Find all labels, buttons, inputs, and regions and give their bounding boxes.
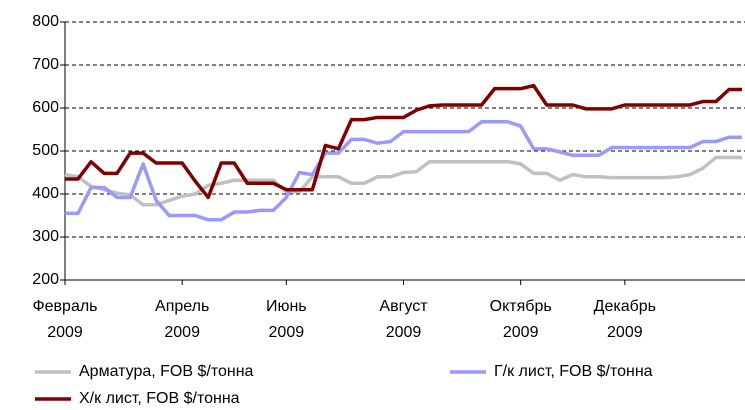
x-tick-label: Февраль 2009 (32, 298, 98, 341)
data-line (65, 120, 742, 222)
x-tick-label: Август 2009 (379, 298, 428, 341)
y-tick-label: 800 (32, 13, 59, 30)
x-tick-label: Апрель 2009 (155, 298, 210, 341)
data-line (64, 155, 742, 207)
y-tick-label: 200 (32, 271, 59, 288)
x-tick-label: Октябрь 2009 (489, 298, 552, 341)
y-tick-label: 500 (32, 142, 59, 159)
x-tick-label: Декабрь 2009 (593, 298, 656, 341)
legend-label: Арматура, FOB $/тонна (79, 363, 254, 380)
legend-label: Г/к лист, FOB $/тонна (494, 363, 653, 380)
data-line (65, 83, 742, 200)
y-tick-label: 600 (32, 99, 59, 116)
y-tick-label: 300 (32, 228, 59, 245)
legend-label: Х/к лист, FOB $/тонна (79, 390, 240, 407)
y-tick-label: 700 (32, 56, 59, 73)
y-tick-label: 400 (32, 185, 59, 202)
x-tick-label: Июнь 2009 (265, 298, 307, 341)
